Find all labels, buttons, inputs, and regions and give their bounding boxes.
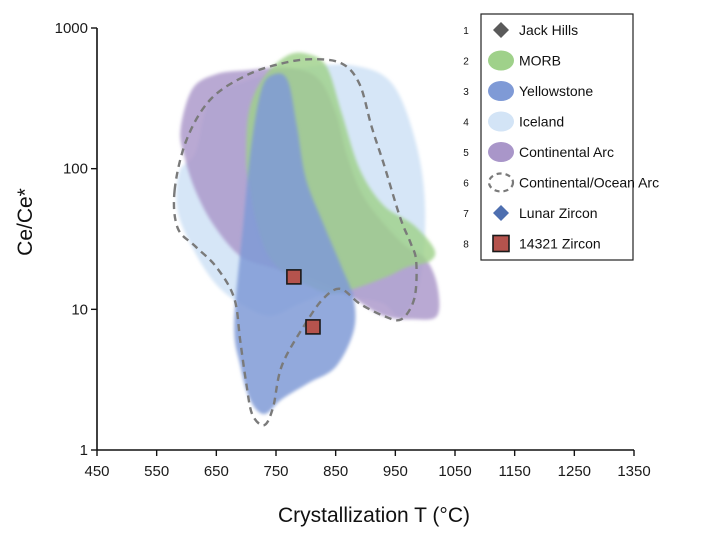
legend-dashed-marker bbox=[487, 172, 515, 193]
legend-items: 1 Jack Hills 2 MORB 3 Yellowstone 4 Iceland 5 Con… bbox=[463, 22, 659, 253]
y-tick-label: 1000 bbox=[55, 20, 88, 37]
legend-blob-marker bbox=[488, 50, 514, 71]
x-tick-label: 950 bbox=[383, 463, 408, 480]
x-axis-title-text: Crystallization T ( bbox=[278, 504, 439, 527]
field-layer bbox=[172, 52, 440, 427]
y-tick-label: 10 bbox=[71, 301, 88, 318]
y-axis-title: Ce/Ce* bbox=[14, 188, 37, 256]
x-axis-title-close: ) bbox=[463, 504, 470, 527]
continental-ocean-arc-outline bbox=[172, 57, 418, 427]
legend-square-marker bbox=[492, 234, 510, 253]
legend-number: 3 bbox=[463, 87, 469, 98]
legend-blob-marker bbox=[488, 111, 514, 132]
zircon-14321-points bbox=[286, 269, 321, 335]
legend-label: MORB bbox=[519, 53, 561, 69]
jack-hills-points bbox=[150, 0, 321, 413]
y-tick-label: 1 bbox=[80, 442, 88, 459]
y-tick-label: 100 bbox=[63, 161, 88, 178]
legend-label: Iceland bbox=[519, 114, 564, 130]
x-axis-title-unit: °C bbox=[439, 504, 463, 527]
x-tick-label: 850 bbox=[323, 463, 348, 480]
legend-number: 8 bbox=[463, 240, 469, 251]
x-axis-title: Crystallization T (°C) bbox=[278, 504, 470, 527]
legend-diamond-marker bbox=[493, 205, 509, 221]
yellowstone-field bbox=[234, 73, 356, 415]
x-tick-label: 550 bbox=[144, 463, 169, 480]
legend-number: 6 bbox=[463, 179, 469, 190]
x-tick-label: 450 bbox=[84, 463, 109, 480]
legend-number: 7 bbox=[463, 209, 469, 220]
legend-label: Lunar Zircon bbox=[519, 205, 598, 221]
legend-number: 4 bbox=[463, 118, 469, 129]
axes: 450 550 650 750 850 950 1050 1150 1250 1350 1 10 10… bbox=[55, 20, 651, 480]
x-tick-label: 750 bbox=[263, 463, 288, 480]
x-tick-label: 1250 bbox=[558, 463, 591, 480]
legend-blob-marker bbox=[488, 81, 514, 101]
x-tick-label: 1350 bbox=[617, 463, 650, 480]
legend-blob-marker bbox=[488, 142, 514, 162]
legend-label: Jack Hills bbox=[519, 22, 578, 38]
x-tick-label: 1150 bbox=[499, 463, 531, 480]
legend-label: Continental/Ocean Arc bbox=[519, 175, 659, 191]
x-tick-label: 650 bbox=[204, 463, 229, 480]
x-ticks: 450 550 650 750 850 950 1050 1150 1250 1350 bbox=[84, 450, 651, 480]
legend-diamond-marker bbox=[493, 22, 509, 38]
zircon-14321-point bbox=[305, 319, 321, 335]
x-tick-label: 1050 bbox=[438, 463, 471, 480]
zircon-14321-point bbox=[286, 269, 302, 285]
legend: 1 Jack Hills 2 MORB 3 Yellowstone 4 Iceland 5 Con… bbox=[463, 13, 659, 261]
legend-label: 14321 Zircon bbox=[519, 236, 601, 252]
legend-label: Yellowstone bbox=[519, 83, 593, 99]
y-ticks: 1 10 100 1000 bbox=[55, 20, 97, 459]
legend-number: 1 bbox=[463, 26, 469, 37]
legend-number: 2 bbox=[463, 57, 469, 68]
legend-label: Continental Arc bbox=[519, 144, 614, 160]
legend-number: 5 bbox=[463, 148, 469, 159]
